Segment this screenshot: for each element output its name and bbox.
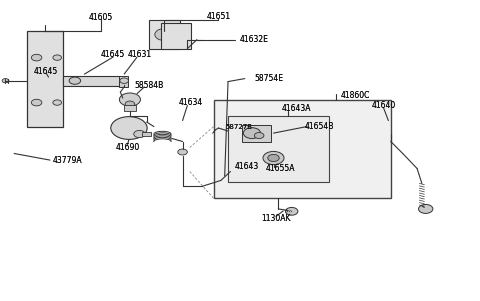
Text: 58754E: 58754E [254,74,283,83]
Text: 41631: 41631 [127,50,152,59]
Text: 41605: 41605 [89,13,113,22]
Circle shape [419,204,433,213]
Circle shape [254,132,264,138]
Bar [63,76,120,86]
Circle shape [53,55,61,60]
Text: 41690: 41690 [115,143,140,152]
Text: 41645: 41645 [101,50,125,59]
Bar [142,132,152,135]
Text: 58584B: 58584B [134,81,164,90]
Text: 41643: 41643 [235,162,259,171]
Circle shape [286,207,298,215]
Bar [228,116,328,182]
Text: 41632E: 41632E [240,35,269,44]
Text: 41634: 41634 [179,98,204,107]
Text: 43779A: 43779A [52,156,82,165]
Circle shape [178,149,187,155]
Text: 41655A: 41655A [266,164,295,173]
Text: 1130AK: 1130AK [261,214,291,223]
Circle shape [31,99,42,106]
Text: 41634: 41634 [179,98,204,107]
Text: 58727B: 58727B [226,123,252,129]
Circle shape [263,151,284,165]
Circle shape [120,93,141,106]
Text: 41632E: 41632E [240,35,269,44]
Bar [214,100,391,198]
Circle shape [155,29,174,41]
Text: 41690: 41690 [115,143,140,152]
Circle shape [268,154,279,162]
Circle shape [134,130,145,138]
Circle shape [243,128,261,138]
Text: 41645: 41645 [101,50,125,59]
Text: 41654B: 41654B [304,122,334,131]
Text: 1130AK: 1130AK [261,214,291,223]
Text: 41645: 41645 [34,67,58,76]
Text: 41605: 41605 [89,13,113,22]
Circle shape [2,79,9,83]
Bar [124,105,136,111]
Text: 41651: 41651 [206,12,230,21]
Text: 58584B: 58584B [134,81,164,90]
Circle shape [31,54,42,61]
Text: 41643A: 41643A [282,104,311,113]
Bar [242,125,271,141]
Text: 41640: 41640 [372,101,396,110]
Bar [120,76,128,87]
Text: 41655A: 41655A [266,164,295,173]
Text: 41645: 41645 [34,67,58,76]
Bar [161,23,191,49]
Circle shape [125,101,135,107]
Text: 41631: 41631 [127,50,152,59]
Bar [149,20,180,49]
Text: 41640: 41640 [372,101,396,110]
Text: 43779A: 43779A [52,156,82,165]
Text: 41654B: 41654B [304,122,334,131]
Bar [27,31,63,126]
Text: 41643: 41643 [235,162,259,171]
Circle shape [217,175,227,181]
Text: 41860C: 41860C [340,91,370,100]
Text: 58727B: 58727B [226,123,252,129]
Circle shape [111,117,147,139]
Circle shape [69,77,81,84]
Text: 41860C: 41860C [340,91,370,100]
Circle shape [53,100,61,105]
Text: 41643A: 41643A [282,104,311,113]
Circle shape [120,78,129,83]
Text: 58754E: 58754E [254,74,283,83]
Text: 41651: 41651 [206,12,230,21]
